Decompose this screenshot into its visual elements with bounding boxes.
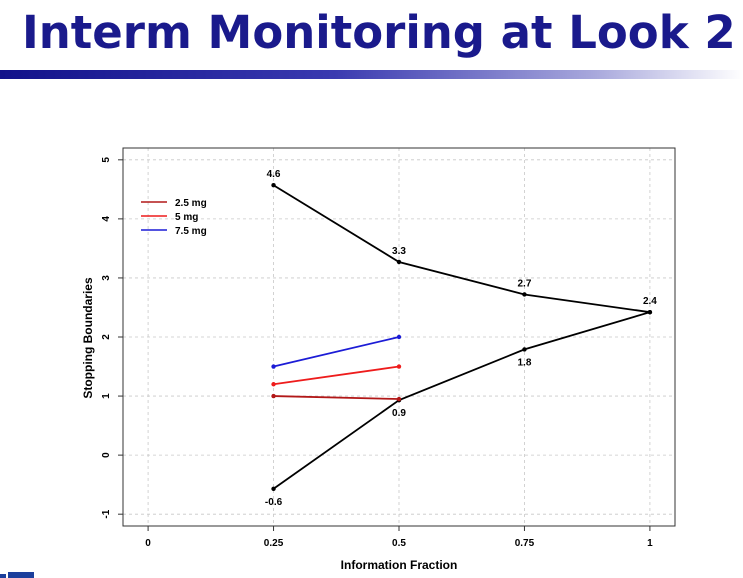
- series-point-1: [271, 382, 276, 387]
- x-tick-label: 0.5: [392, 538, 406, 549]
- slide-title: Interm Monitoring at Look 2: [22, 6, 736, 59]
- lower-boundary-label: 0.9: [392, 408, 406, 419]
- stopping-boundaries-chart: Stopping Boundaries Information Fraction…: [81, 147, 676, 572]
- lower-boundary-point: [647, 309, 653, 315]
- y-tick-label: 0: [101, 452, 112, 458]
- series-line-0: [273, 395, 400, 400]
- upper-boundary-point: [522, 292, 527, 297]
- series-point-2: [271, 364, 276, 369]
- lower-boundary-label: 1.8: [518, 357, 532, 368]
- chart-area: Stopping Boundaries Information Fraction…: [0, 140, 743, 578]
- x-tick-label: 0: [145, 538, 151, 549]
- x-axis-label: Information Fraction: [341, 558, 458, 572]
- legend-label: 2.5 mg: [175, 198, 207, 209]
- series-line-2: [273, 336, 400, 368]
- y-tick-label: -1: [101, 509, 112, 518]
- upper-boundary-label: 2.7: [518, 278, 532, 289]
- lower-boundary-line: [273, 311, 651, 490]
- x-tick-label: 0.25: [264, 538, 284, 549]
- logo-icon: [0, 568, 40, 578]
- lower-boundary-label: -0.6: [265, 497, 283, 508]
- x-tick-label: 0.75: [515, 538, 535, 549]
- y-axis-label: Stopping Boundaries: [81, 277, 95, 399]
- y-tick-label: 5: [101, 157, 112, 163]
- legend-label: 5 mg: [175, 212, 198, 223]
- series-point-0: [271, 393, 276, 399]
- series-point-0: [396, 396, 402, 402]
- y-tick-label: 3: [101, 275, 112, 281]
- upper-boundary-label: 2.4: [643, 296, 657, 307]
- lower-boundary-point: [522, 347, 527, 352]
- y-tick-label: 4: [101, 216, 112, 222]
- upper-boundary-line: [273, 184, 651, 314]
- y-tick-label: 2: [101, 334, 112, 340]
- upper-boundary-point: [271, 183, 276, 188]
- upper-boundary-point: [396, 259, 402, 265]
- y-tick-label: 1: [101, 393, 112, 399]
- series-line-1: [273, 365, 400, 386]
- legend-label: 7.5 mg: [175, 226, 207, 237]
- title-rule: [0, 70, 743, 79]
- x-tick-label: 1: [647, 538, 653, 549]
- series-point-2: [396, 334, 402, 340]
- upper-boundary-label: 3.3: [392, 246, 406, 257]
- upper-boundary-label: 4.6: [267, 169, 281, 180]
- lower-boundary-point: [271, 486, 276, 491]
- series-point-1: [396, 364, 402, 369]
